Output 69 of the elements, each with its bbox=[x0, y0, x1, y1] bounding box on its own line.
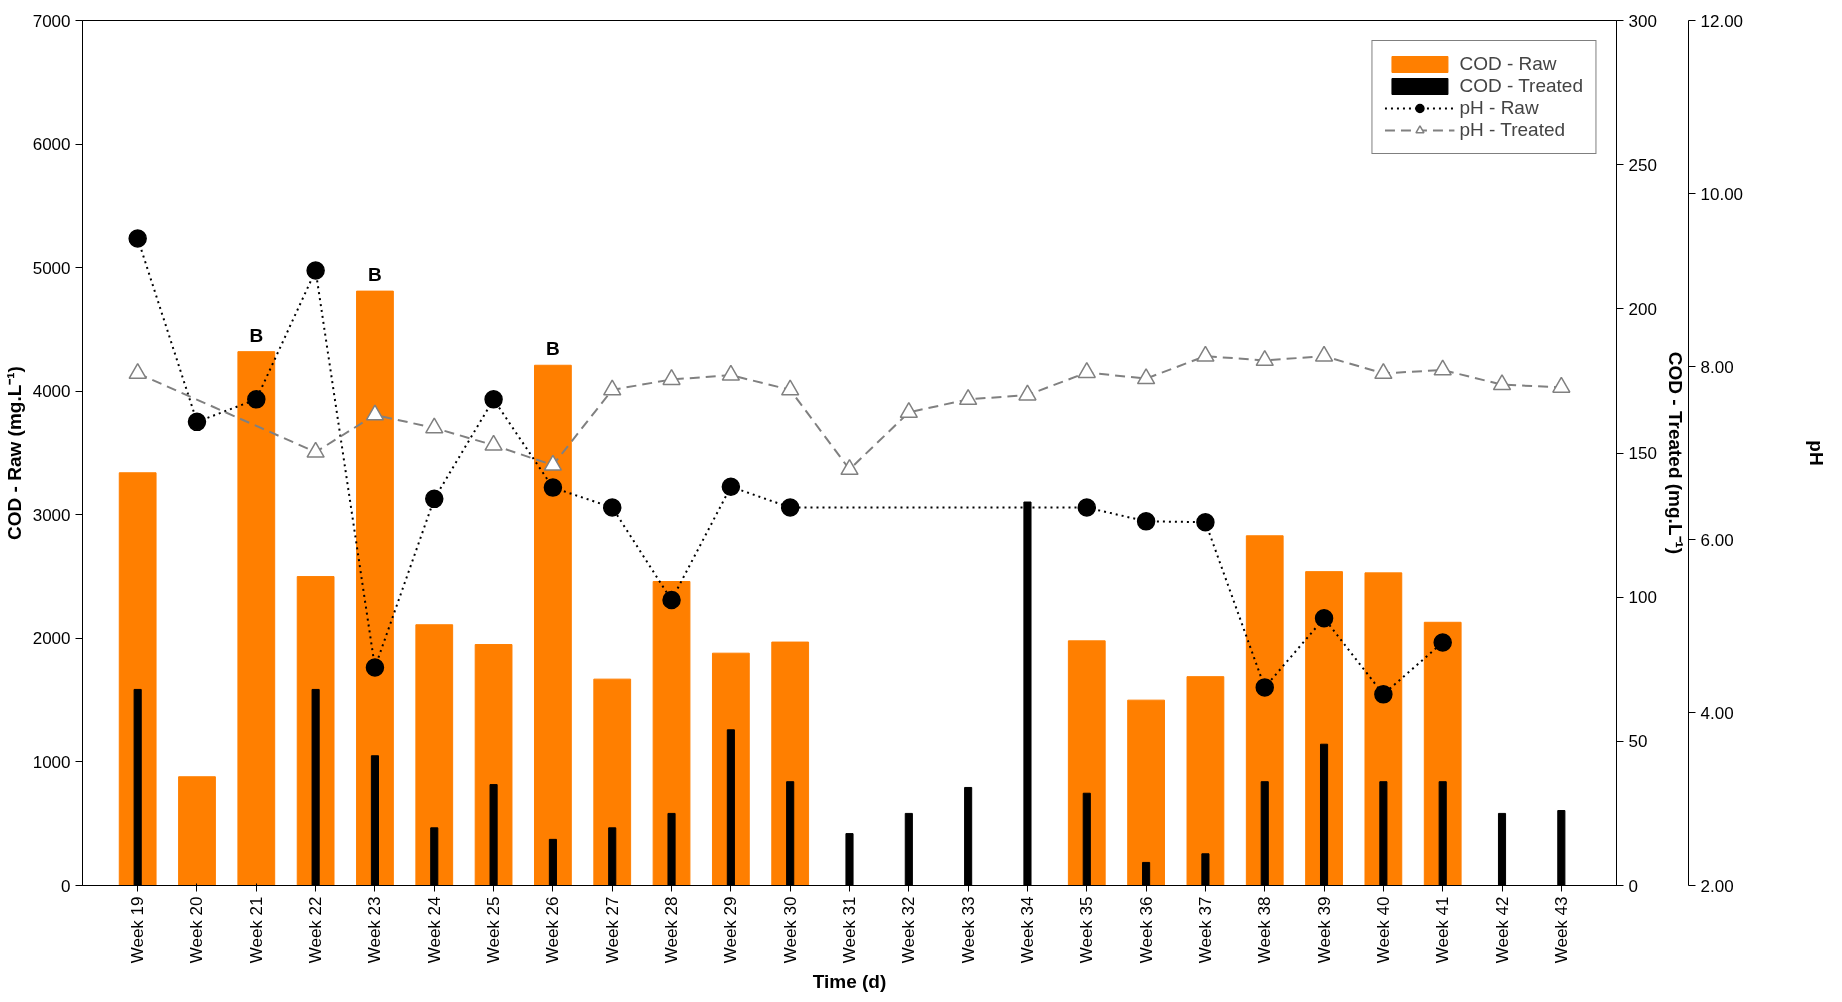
y-tick-label: 0 bbox=[61, 876, 71, 896]
y3-tick-label: 8.00 bbox=[1700, 357, 1734, 377]
y-tick-label: 3000 bbox=[32, 505, 71, 525]
x-tick-label: Week 39 bbox=[1314, 896, 1334, 964]
y2-axis-title: COD - Treated (mg.L⁻¹) bbox=[1664, 351, 1686, 555]
y2-tick-label: 100 bbox=[1628, 588, 1657, 608]
bar bbox=[534, 364, 572, 886]
x-tick-label: Week 36 bbox=[1136, 896, 1156, 964]
y-axis-title: COD - Raw (mg.L⁻¹) bbox=[3, 366, 25, 540]
legend-label: pH - Treated bbox=[1459, 119, 1566, 141]
annotation: B bbox=[368, 264, 382, 286]
y2-tick-label: 150 bbox=[1628, 444, 1657, 463]
y-tick-label: 7000 bbox=[32, 11, 71, 31]
x-tick-label: Week 33 bbox=[958, 896, 978, 964]
x-tick-label: Week 19 bbox=[128, 896, 148, 964]
x-tick-label: Week 38 bbox=[1255, 896, 1275, 964]
x-tick-label: Week 30 bbox=[780, 896, 800, 964]
bar bbox=[356, 290, 394, 886]
x-tick-label: Week 23 bbox=[365, 896, 385, 964]
bar bbox=[1186, 676, 1225, 886]
bar bbox=[1067, 640, 1106, 886]
y2-tick-label: 200 bbox=[1628, 299, 1657, 319]
x-tick-label: Week 42 bbox=[1492, 896, 1512, 964]
y-tick-label: 2000 bbox=[32, 629, 71, 649]
x-tick-label: Week 34 bbox=[1017, 896, 1037, 964]
x-tick-label: Week 25 bbox=[484, 896, 504, 964]
bar bbox=[593, 678, 632, 886]
x-tick-label: Week 41 bbox=[1433, 896, 1453, 964]
y3-tick-label: 6.00 bbox=[1700, 530, 1734, 550]
y3-tick-label: 4.00 bbox=[1700, 703, 1734, 723]
bar bbox=[1245, 535, 1284, 886]
annotation: B bbox=[546, 338, 560, 360]
legend-label: pH - Raw bbox=[1459, 97, 1539, 119]
y3-tick-label: 2.00 bbox=[1700, 876, 1734, 896]
y2-tick-label: 50 bbox=[1628, 732, 1648, 752]
y2-tick-label: 0 bbox=[1628, 876, 1638, 896]
y-tick-label: 4000 bbox=[32, 382, 71, 402]
y-tick-label: 6000 bbox=[32, 135, 71, 155]
y3-axis-title: pH bbox=[1806, 440, 1828, 466]
x-tick-label: Week 27 bbox=[602, 896, 622, 964]
bar bbox=[652, 581, 691, 886]
x-tick-label: Week 24 bbox=[424, 896, 444, 964]
x-tick-label: Week 21 bbox=[246, 896, 266, 964]
y-tick-label: 1000 bbox=[32, 752, 71, 772]
y3-tick-label: 10.00 bbox=[1700, 184, 1744, 204]
y3-tick-label: 12.00 bbox=[1700, 11, 1744, 31]
x-tick-label: Week 26 bbox=[543, 896, 563, 964]
x-tick-label: Week 40 bbox=[1373, 896, 1393, 964]
bar bbox=[1127, 699, 1165, 886]
x-tick-label: Week 35 bbox=[1077, 896, 1097, 964]
x-tick-label: Week 32 bbox=[899, 896, 919, 964]
y2-tick-label: 300 bbox=[1628, 11, 1657, 31]
x-tick-label: Week 37 bbox=[1195, 896, 1215, 964]
x-tick-label: Week 28 bbox=[662, 896, 682, 964]
x-tick-label: Week 31 bbox=[840, 896, 859, 964]
legend-label: COD - Treated bbox=[1459, 75, 1583, 97]
x-tick-label: Week 20 bbox=[187, 896, 207, 964]
x-axis-title: Time (d) bbox=[812, 971, 887, 993]
y2-tick-label: 250 bbox=[1628, 155, 1657, 175]
annotation: B bbox=[249, 324, 264, 346]
x-tick-label: Week 29 bbox=[721, 896, 741, 964]
x-tick-label: Week 22 bbox=[306, 896, 326, 964]
bar bbox=[237, 351, 276, 886]
x-tick-label: Week 43 bbox=[1551, 896, 1571, 964]
bar bbox=[771, 641, 810, 886]
bar bbox=[415, 624, 454, 886]
y-tick-label: 5000 bbox=[32, 258, 71, 278]
bar bbox=[178, 776, 216, 886]
legend-label: COD - Raw bbox=[1459, 53, 1557, 75]
